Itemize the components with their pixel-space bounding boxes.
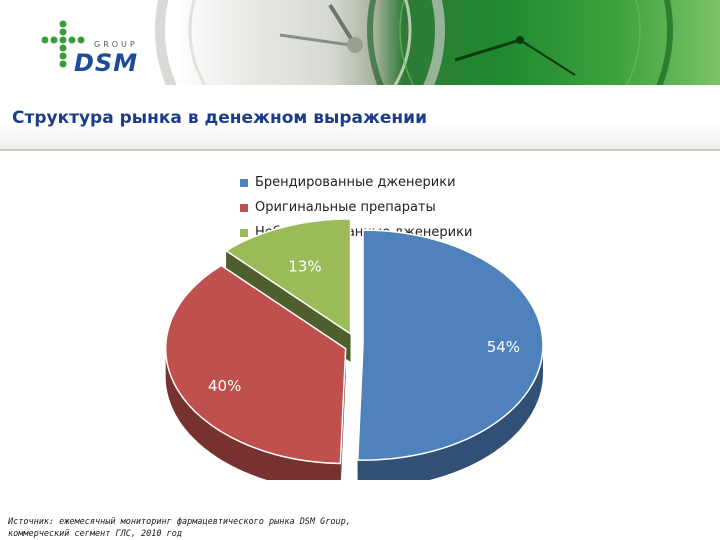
title-strip: [0, 93, 720, 151]
source-line: коммерческий сегмент ГЛС, 2010 год: [8, 529, 182, 539]
logo-text: DSM: [74, 49, 139, 77]
source-line: Источник: ежемесячный мониторинг фармаце…: [8, 517, 351, 527]
page-title: Структура рынка в денежном выражении: [12, 108, 427, 128]
legend-swatch: [240, 203, 248, 212]
pie-slice: [356, 229, 544, 461]
pie-data-label: 40%: [208, 377, 241, 395]
logo-subtext: GROUP: [94, 40, 138, 49]
pie-slice-side: [357, 345, 543, 480]
pie-data-label: 54%: [487, 338, 520, 356]
legend-label: Брендированные дженерики: [255, 175, 456, 190]
pie-chart: 54% 40% 13%: [164, 218, 544, 480]
legend-item: Оригинальные препараты: [240, 195, 472, 220]
header-banner: [0, 0, 720, 85]
source-note: Источник: ежемесячный мониторинг фармаце…: [8, 516, 351, 540]
legend-swatch: [240, 178, 248, 187]
pie-data-label: 13%: [288, 258, 321, 276]
banner-background: [155, 0, 673, 85]
pie-slice-side: [165, 348, 341, 480]
pie-slice: [224, 218, 352, 336]
legend-item: Брендированные дженерики: [240, 170, 472, 195]
dsm-logo: GROUP DSM: [40, 18, 150, 78]
legend-swatch: [240, 228, 248, 237]
pie-slice: [164, 264, 347, 465]
logo-cross-icon: [41, 20, 85, 68]
legend-label: Оригинальные препараты: [255, 200, 436, 215]
